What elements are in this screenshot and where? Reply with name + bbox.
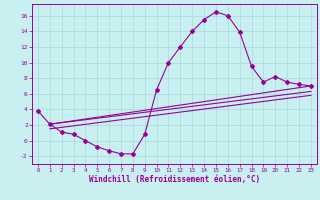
X-axis label: Windchill (Refroidissement éolien,°C): Windchill (Refroidissement éolien,°C): [89, 175, 260, 184]
